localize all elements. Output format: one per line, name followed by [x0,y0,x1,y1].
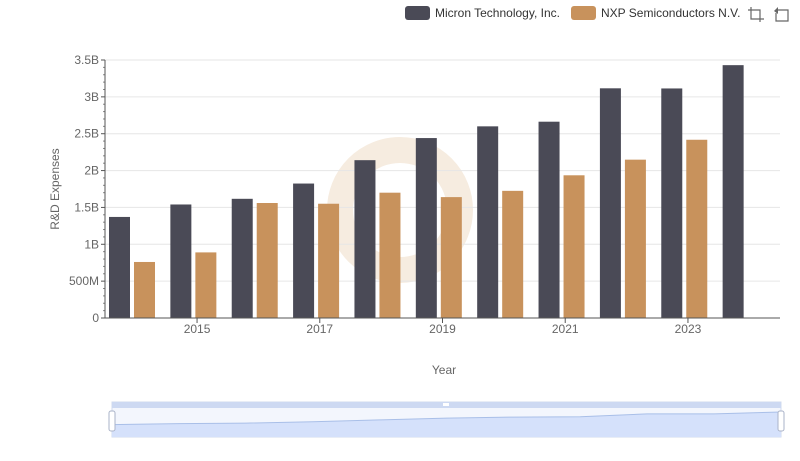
datazoom-move-handle [443,403,449,406]
y-axis-title: R&D Expenses [48,148,62,229]
x-axis: 2015 2017 2019 2021 2023 [105,317,780,336]
legend-label-nxp: NXP Semiconductors N.V. [601,6,741,20]
x-tick-label: 2015 [184,322,211,336]
legend-label-micron: Micron Technology, Inc. [435,6,560,20]
bar-nxp-2015 [195,252,217,318]
restore-icon[interactable] [773,6,791,24]
datazoom-area [112,412,781,437]
bar-nxp-2022 [624,159,646,318]
axis-titles: Year R&D Expenses [48,148,456,377]
bar-micron-2017 [293,183,315,318]
legend: Micron Technology, Inc. NXP Semiconducto… [0,4,800,22]
bar-nxp-2023 [686,139,708,318]
legend-swatch-nxp [571,6,596,20]
bar-nxp-2017 [318,203,340,318]
bars [109,65,744,319]
bar-nxp-2019 [440,197,462,318]
y-axis: 0 500M 1B 1.5B 2B 2.5B 3B 3.5B [69,53,106,325]
x-axis-title: Year [432,363,456,377]
bar-micron-2016 [231,198,253,318]
y-tick-label: 1.5B [74,200,99,214]
bar-micron-2018 [354,160,376,318]
y-tick-label: 3B [84,90,99,104]
y-tick-label: 2B [84,164,99,178]
bar-micron-2019 [415,138,437,318]
bar-micron-2020 [477,126,499,318]
legend-swatch-micron [405,6,430,20]
y-tick-label: 3.5B [74,53,99,67]
datazoom-handle-right [777,410,785,432]
bar-nxp-2014 [134,261,155,318]
bar-micron-2023 [661,88,683,319]
bar-nxp-2021 [563,175,585,318]
bar-micron-2015 [170,204,192,318]
y-tick-label: 500M [69,274,99,288]
x-tick-label: 2023 [675,322,702,336]
bar-nxp-2016 [256,203,278,318]
bar-micron-2021 [538,121,560,319]
y-tick-label: 2.5B [74,127,99,141]
datazoom-handle-left [108,410,116,432]
bar-micron-2022 [599,88,621,319]
datazoom-line [111,411,782,426]
x-tick-label: 2019 [429,322,456,336]
bar-micron-2024 [722,65,744,318]
y-tick-label: 1B [84,237,99,251]
bar-nxp-2020 [502,190,524,318]
x-tick-label: 2021 [552,322,579,336]
legend-item-nxp[interactable]: NXP Semiconductors N.V. [571,4,740,22]
datazoom-slider[interactable] [108,401,785,438]
bar-nxp-2018 [379,192,401,318]
bar-micron-2014 [109,216,130,318]
crop-icon[interactable] [747,6,765,24]
x-tick-label: 2017 [306,322,333,336]
y-tick-label: 0 [92,311,99,325]
legend-item-micron[interactable]: Micron Technology, Inc. [405,4,560,22]
